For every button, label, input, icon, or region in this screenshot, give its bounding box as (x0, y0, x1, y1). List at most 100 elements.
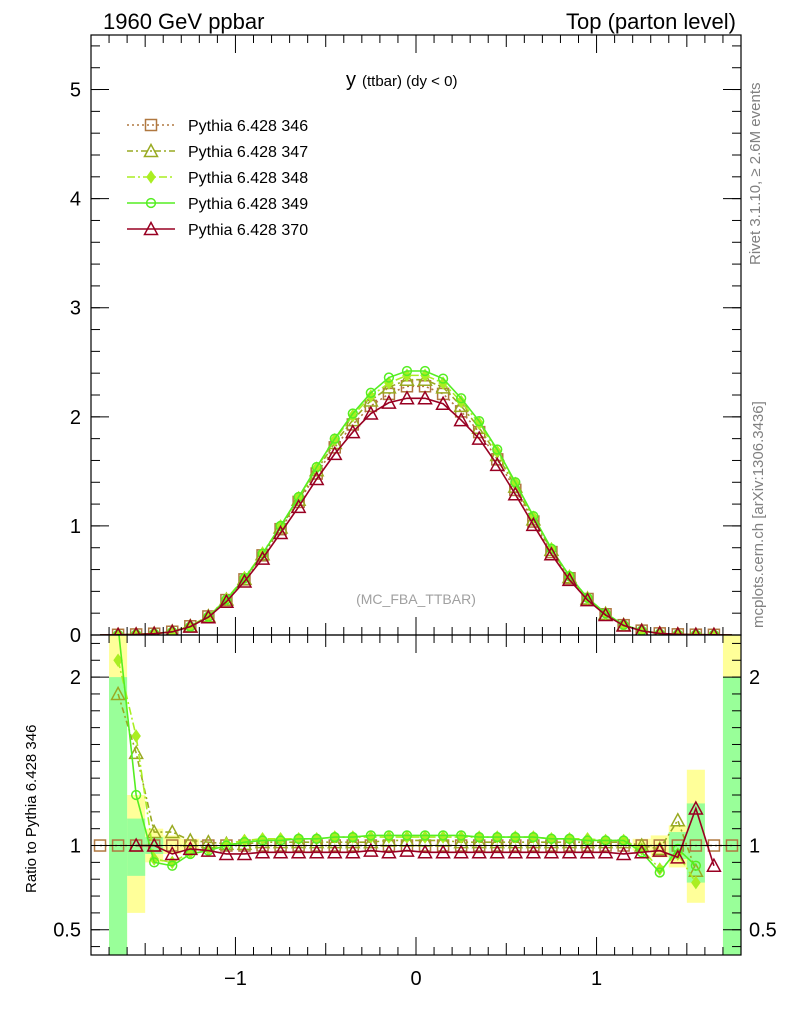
point-pythia-6-428-370-8 (236, 573, 253, 588)
ratio-y-axis-label: Ratio to Pythia 6.428 346 (23, 725, 40, 893)
ratio-point-pythia-6-428-349-26 (564, 833, 575, 844)
legend-label-pythia-6-428-349: Pythia 6.428 349 (188, 196, 308, 213)
point-pythia-6-428-370-2 (131, 626, 141, 635)
header-left: 1960 GeV ppbar (103, 9, 264, 34)
point-pythia-6-428-348-20 (456, 394, 466, 409)
ratio-series (93, 635, 739, 890)
main-ytick-label-4: 4 (70, 189, 81, 211)
ratio-point-pythia-6-428-349-4 (167, 860, 178, 871)
main-ytick-label-0: 0 (70, 625, 81, 647)
point-pythia-6-428-349-17 (401, 365, 413, 377)
ratio-line-pythia-6-428-349 (118, 635, 697, 874)
point-pythia-6-428-370-31 (654, 625, 665, 635)
ratio-point-pythia-6-428-370-32 (670, 849, 686, 864)
ratio-point-pythia-6-428-349-21 (474, 831, 485, 843)
legend-entry-pythia-6-428-370: Pythia 6.428 370 (127, 220, 308, 239)
point-pythia-6-428-349-18 (419, 365, 431, 377)
point-pythia-6-428-370-1 (113, 626, 123, 635)
ratio-ytick-label-left-1: 1 (70, 836, 81, 858)
ratio-ytick-label-right-0.5: 0.5 (749, 920, 777, 942)
ratio-point-pythia-6-428-349-20 (455, 830, 467, 841)
ratio-point-pythia-6-428-370-27 (579, 844, 596, 859)
main-ytick-label-5: 5 (70, 80, 81, 102)
point-pythia-6-428-346-18 (418, 380, 432, 393)
ratio-point-pythia-6-428-347-27 (579, 834, 596, 849)
legend-entry-pythia-6-428-349: Pythia 6.428 349 (127, 196, 308, 213)
ratio-ytick-label-left-0.5: 0.5 (53, 920, 81, 942)
ratio-point-pythia-6-428-349-3 (149, 857, 160, 868)
ratio-point-pythia-6-428-349-2 (130, 789, 142, 801)
point-pythia-6-428-370-5 (182, 618, 199, 633)
point-pythia-6-428-370-13 (326, 445, 343, 461)
point-pythia-6-428-346-17 (400, 380, 414, 393)
ratio-point-pythia-6-428-349-23 (510, 831, 521, 843)
point-pythia-6-428-348-14 (348, 408, 358, 423)
ratio-point-pythia-6-428-370-30 (633, 844, 650, 859)
point-pythia-6-428-370-27 (579, 592, 596, 607)
point-pythia-6-428-349-5 (185, 621, 196, 632)
point-pythia-6-428-347-18 (417, 371, 433, 386)
ratio-point-pythia-6-428-347-20 (453, 834, 469, 849)
ratio-point-pythia-6-428-347-2 (128, 744, 144, 760)
ratio-ytick-label-right-2: 2 (749, 667, 760, 689)
ratio-bands (109, 635, 741, 955)
ratio-point-pythia-6-428-370-5 (182, 840, 199, 856)
ratio-point-pythia-6-428-347-13 (326, 834, 343, 849)
ratio-point-pythia-6-428-347-24 (525, 834, 542, 849)
ratio-point-pythia-6-428-370-14 (345, 844, 361, 859)
ratio-point-pythia-6-428-347-23 (507, 834, 524, 849)
point-pythia-6-428-370-20 (453, 412, 469, 427)
ratio-point-pythia-6-428-370-34 (706, 857, 722, 872)
point-pythia-6-428-370-26 (561, 571, 578, 587)
ratio-point-pythia-6-428-370-17 (399, 842, 415, 857)
ratio-point-pythia-6-428-349-15 (365, 830, 377, 841)
ratio-point-pythia-6-428-349-14 (347, 831, 358, 843)
point-pythia-6-428-347-17 (399, 371, 415, 386)
ratio-point-pythia-6-428-370-22 (489, 844, 506, 859)
ratio-point-pythia-6-428-370-21 (471, 844, 487, 859)
legend-marker-pythia-6-428-348 (146, 170, 156, 184)
ratio-point-pythia-6-428-370-8 (236, 845, 253, 861)
point-pythia-6-428-370-18 (417, 390, 433, 405)
main-ytick-label-3: 3 (70, 298, 81, 320)
ratio-point-pythia-6-428-349-33 (690, 860, 702, 871)
legend-marker-pythia-6-428-349 (145, 197, 157, 209)
ratio-point-pythia-6-428-370-24 (525, 844, 542, 859)
axes: 0 1 2 3 4 5 0.5 0.5 1 1 2 2 −1 0 1 (53, 35, 777, 990)
ratio-point-pythia-6-428-348-1 (113, 653, 123, 668)
legend-label-pythia-6-428-348: Pythia 6.428 348 (188, 170, 308, 187)
ratio-point-pythia-6-428-348-31 (654, 862, 665, 876)
point-pythia-6-428-370-33 (691, 626, 701, 635)
legend-label-pythia-6-428-346: Pythia 6.428 346 (188, 118, 308, 135)
ratio-point-pythia-6-428-349-31 (654, 867, 665, 878)
point-pythia-6-428-370-6 (200, 609, 217, 624)
point-pythia-6-428-370-21 (471, 430, 487, 445)
ratio-point-pythia-6-428-347-31 (651, 840, 668, 856)
ratio-point-pythia-6-428-347-4 (164, 823, 181, 839)
point-pythia-6-428-349-16 (383, 372, 395, 383)
xtick-label-1: 1 (591, 968, 602, 990)
ratio-point-pythia-6-428-348-33 (691, 875, 701, 890)
ratio-point-pythia-6-428-349-32 (672, 843, 683, 855)
ratio-point-pythia-6-428-349-19 (437, 830, 449, 841)
point-pythia-6-428-370-19 (435, 395, 451, 410)
point-pythia-6-428-370-16 (381, 394, 397, 409)
point-pythia-6-428-349-13 (329, 433, 340, 444)
point-pythia-6-428-370-7 (218, 593, 235, 608)
ratio-point-pythia-6-428-347-9 (254, 834, 271, 849)
ratio-point-pythia-6-428-349-18 (419, 830, 431, 841)
point-pythia-6-428-370-24 (525, 516, 542, 532)
ratio-line-pythia-6-428-370 (136, 806, 715, 866)
legend-label-pythia-6-428-370: Pythia 6.428 370 (188, 222, 308, 239)
legend-entry-pythia-6-428-347: Pythia 6.428 347 (127, 142, 308, 161)
legend-marker-pythia-6-428-347 (143, 142, 159, 158)
ratio-point-pythia-6-428-348-18 (420, 830, 430, 844)
point-pythia-6-428-370-23 (507, 486, 524, 501)
ratio-point-pythia-6-428-370-31 (651, 842, 668, 857)
main-ytick-label-2: 2 (70, 407, 81, 429)
point-pythia-6-428-370-11 (290, 498, 307, 514)
ratio-point-pythia-6-428-370-15 (363, 842, 379, 857)
ratio-point-pythia-6-428-370-10 (272, 844, 289, 859)
point-pythia-6-428-370-32 (673, 626, 683, 635)
